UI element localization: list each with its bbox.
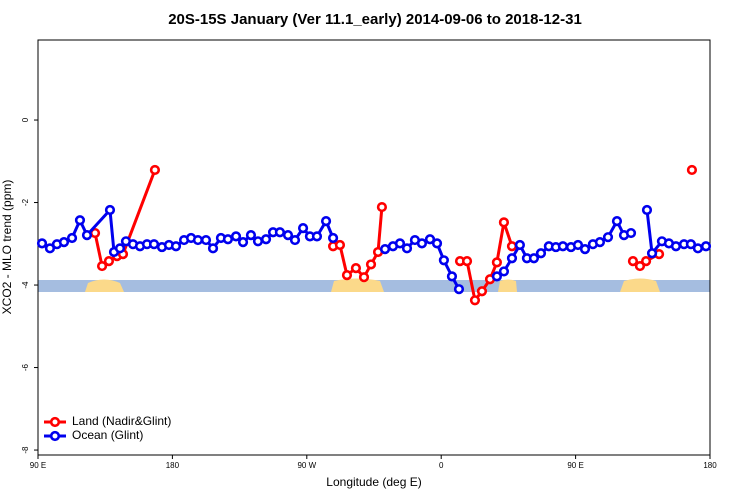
data-point (74, 215, 86, 226)
data-point (641, 204, 653, 216)
data-point (700, 241, 712, 252)
data-point (514, 239, 525, 251)
data-point (66, 232, 78, 244)
data-point (506, 241, 518, 252)
data-point (114, 243, 126, 254)
legend-marker (49, 416, 61, 428)
data-point (252, 236, 264, 247)
data-point (341, 270, 353, 281)
y-tick-label: -8 (21, 446, 30, 454)
data-point (350, 263, 362, 274)
chart-title: 20S-15S January (Ver 11.1_early) 2014-09… (168, 11, 582, 28)
data-point (170, 241, 182, 252)
data-point (379, 244, 391, 255)
data-point (528, 253, 540, 264)
x-tick-label: 180 (166, 461, 180, 470)
y-tick-label: -4 (21, 281, 30, 289)
data-point (431, 238, 443, 249)
legend-label: Ocean (Glint) (72, 428, 143, 442)
x-tick-label: 90 W (297, 461, 316, 470)
data-point (557, 241, 569, 252)
data-point (686, 164, 698, 176)
data-point (237, 237, 249, 248)
data-point (401, 243, 413, 254)
data-point (625, 227, 637, 239)
surface-band (38, 278, 710, 292)
data-point (245, 230, 257, 241)
data-point (498, 266, 510, 277)
data-point (416, 238, 428, 249)
legend-label: Land (Nadir&Glint) (72, 414, 171, 428)
data-point (260, 234, 272, 245)
land-patch (331, 278, 384, 292)
data-point (96, 260, 108, 272)
data-point (365, 259, 377, 270)
data-point (327, 232, 339, 244)
data-point (579, 244, 591, 255)
land-patch (498, 279, 517, 292)
data-point (148, 239, 160, 250)
x-tick-label: 0 (439, 461, 444, 470)
data-point (58, 237, 70, 248)
data-point (602, 232, 614, 243)
data-point (222, 234, 234, 245)
data-point (670, 241, 682, 252)
data-point (640, 256, 652, 267)
data-point (476, 286, 488, 297)
data-point (461, 256, 473, 267)
data-point (498, 217, 510, 228)
data-point (446, 271, 458, 282)
data-point (230, 231, 242, 242)
data-point (149, 164, 161, 176)
data-point (311, 231, 323, 242)
data-point (81, 230, 93, 241)
y-tick-label: 0 (21, 117, 30, 122)
land-patch (85, 279, 124, 292)
data-point (103, 256, 115, 267)
data-point (274, 227, 286, 238)
data-point (611, 215, 623, 227)
data-point (200, 234, 212, 246)
data-point (282, 230, 294, 241)
data-point (572, 239, 584, 251)
data-point (289, 234, 301, 246)
y-tick-label: -6 (21, 363, 30, 371)
y-tick-label: -2 (21, 198, 30, 206)
data-point (506, 253, 518, 264)
legend-marker (49, 430, 61, 442)
data-point (297, 223, 309, 234)
data-point (627, 256, 639, 267)
data-point (453, 284, 465, 295)
data-point (685, 239, 696, 250)
data-point (491, 257, 503, 268)
land-patch (620, 278, 660, 292)
data-point (104, 204, 116, 216)
data-point (424, 234, 436, 245)
data-point (394, 238, 406, 249)
data-point (535, 248, 547, 259)
x-tick-label: 90 E (567, 461, 583, 470)
data-point (376, 201, 388, 213)
x-tick-label: 90 E (30, 461, 46, 470)
data-point (207, 243, 219, 254)
data-point (438, 255, 449, 266)
data-point (36, 238, 48, 249)
data-point (634, 260, 646, 272)
x-axis-label: Longitude (deg E) (326, 475, 421, 489)
data-point (334, 239, 346, 251)
y-axis-label: XCO2 - MLO trend (ppm) (0, 180, 14, 315)
data-point (192, 234, 204, 246)
x-tick-label: 180 (703, 461, 717, 470)
data-point (594, 237, 606, 248)
data-point (646, 248, 658, 259)
data-point (491, 271, 503, 282)
data-point (358, 272, 370, 283)
data-point (469, 295, 481, 306)
data-point (44, 243, 56, 254)
data-point (692, 243, 704, 254)
data-point (320, 215, 332, 227)
